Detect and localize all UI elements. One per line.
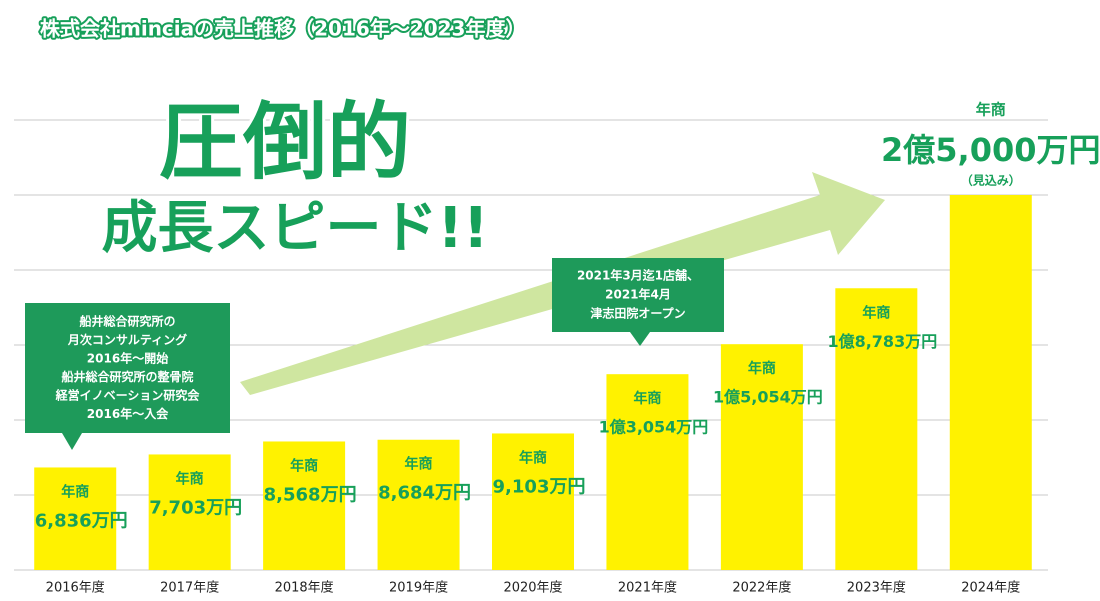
bars: 2016年度年商6,836万円2017年度年商7,703万円2018年度年商8,… [34,101,1100,596]
value-heading: 年商 [176,470,204,487]
bar [949,195,1032,570]
x-tick-label: 2016年度 [46,580,105,596]
value-label: 1億5,054万円 [713,388,823,407]
annotation-text: 津志田院オープン [590,306,685,321]
value-heading: 年商 [519,449,547,466]
annotation-text: 2021年4月 [605,287,671,302]
value-heading: 年商 [748,360,776,377]
annotation-box [25,303,230,433]
forecast-note: （見込み） [961,173,1021,188]
value-heading: 年商 [405,456,433,473]
value-heading: 年商 [290,457,318,474]
bar [492,433,574,570]
bar [148,454,231,570]
value-label: 8,568万円 [264,484,357,505]
value-label: 2億5,000万円 [881,131,1100,169]
annotation-text: 2021年3月迄1店舗、 [577,268,699,283]
value-heading: 年商 [976,101,1006,119]
headline: 圧倒的 [159,93,411,191]
annotation-pointer [62,433,82,450]
bar [606,374,689,570]
value-label: 9,103万円 [493,476,586,497]
bar [34,467,117,570]
value-label: 6,836万円 [35,510,128,531]
bar [263,441,346,570]
annotation-box [552,258,724,332]
value-label: 1億8,783万円 [827,332,937,351]
value-heading: 年商 [61,483,89,500]
bar [377,439,460,570]
chart-title: 株式会社minciaの売上推移（2016年〜2023年度） [40,17,525,41]
bar [835,288,918,570]
x-tick-label: 2024年度 [961,580,1020,596]
x-tick-label: 2022年度 [732,580,791,596]
x-tick-label: 2019年度 [389,580,448,596]
x-tick-label: 2017年度 [160,580,219,596]
x-tick-label: 2018年度 [275,580,334,596]
subheadline: 成長スピード!! [101,196,488,261]
annotation-text: 2016年〜入会 [87,406,169,421]
value-heading: 年商 [862,304,890,321]
bar [720,344,803,570]
value-label: 1億3,054万円 [599,418,709,437]
value-heading: 年商 [633,390,661,407]
x-tick-label: 2021年度 [618,580,677,596]
value-label: 7,703万円 [149,497,242,518]
annotation-text: 経営イノベーション研究会 [55,387,201,402]
annotation-text: 船井総合研究所の整骨院 [61,369,193,384]
x-tick-label: 2023年度 [847,580,906,596]
x-tick-label: 2020年度 [503,580,562,596]
annotation-text: 月次コンサルティング [67,332,187,347]
annotation-pointer [630,332,650,346]
annotation-text: 2016年〜開始 [87,350,168,365]
annotation-text: 船井総合研究所の [79,313,175,328]
value-label: 8,684万円 [378,483,471,504]
